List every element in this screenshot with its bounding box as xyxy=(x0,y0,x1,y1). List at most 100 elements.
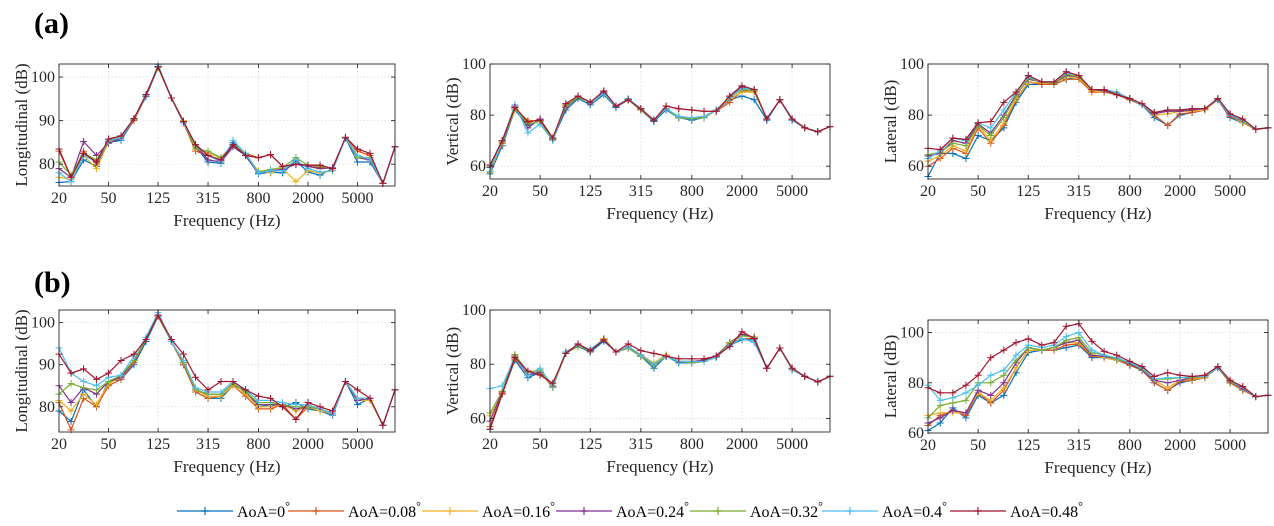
legend-marker xyxy=(714,507,722,515)
data-point xyxy=(1062,68,1070,76)
data-point xyxy=(1113,351,1121,359)
series-line xyxy=(489,91,831,173)
series-a-vertical-4 xyxy=(486,86,834,170)
series-line xyxy=(927,74,1269,157)
data-point xyxy=(1012,351,1020,359)
data-point xyxy=(1012,339,1020,347)
x-tick-label: 125 xyxy=(146,436,170,453)
x-tick-label: 50 xyxy=(532,436,548,453)
data-point xyxy=(354,386,362,394)
data-point xyxy=(179,356,187,364)
data-point xyxy=(117,132,125,140)
data-point xyxy=(1252,393,1260,401)
data-point xyxy=(776,344,784,352)
data-point xyxy=(354,152,362,159)
data-point xyxy=(1214,95,1222,102)
data-point xyxy=(788,364,796,372)
data-point xyxy=(637,347,645,355)
chart-b-lateral: 20 50 125 315 800 2000 5000 60 80 100 Frequency (H… xyxy=(881,319,1272,477)
chart-a-vertical: 20 50 125 315 800 2000 5000 60 80 100 Frequency (H… xyxy=(443,56,834,223)
legend-marker xyxy=(312,507,320,515)
data-point xyxy=(1038,78,1046,86)
x-tick-label: 20 xyxy=(920,437,936,454)
x-axis-label: Frequency (Hz) xyxy=(1044,458,1151,477)
series-line xyxy=(58,311,396,427)
legend-item-0: AoA=0° xyxy=(177,499,290,521)
data-point xyxy=(586,347,594,355)
data-point xyxy=(366,394,374,402)
data-point xyxy=(105,369,113,377)
series-a-lateral-5 xyxy=(924,69,1272,163)
data-point xyxy=(700,355,708,363)
data-point xyxy=(130,114,138,122)
data-point xyxy=(167,94,175,102)
data-point xyxy=(974,132,982,140)
y-axis-label: Longitudinal (dB) xyxy=(12,63,31,186)
series-b-vertical-2 xyxy=(486,332,834,420)
series-a-longitudinal-4 xyxy=(55,63,399,187)
y-axis-label: Lateral (dB) xyxy=(881,335,900,419)
y-tick-label: 100 xyxy=(900,56,924,73)
data-point xyxy=(574,92,582,100)
data-point xyxy=(949,389,957,397)
data-point xyxy=(700,107,708,115)
data-point xyxy=(254,169,262,177)
data-point xyxy=(92,382,100,390)
data-point xyxy=(624,340,632,348)
data-point xyxy=(712,107,720,115)
y-tick-label: 100 xyxy=(462,56,486,73)
x-tick-label: 800 xyxy=(1118,183,1142,200)
data-point xyxy=(688,114,696,122)
data-point xyxy=(962,135,970,143)
data-point xyxy=(801,124,809,132)
data-point xyxy=(987,371,995,379)
data-point xyxy=(1201,105,1209,113)
legend-label: AoA=0.4° xyxy=(882,499,947,521)
data-point xyxy=(1000,114,1008,122)
data-point xyxy=(329,407,337,415)
legend: AoA=0° AoA=0.08° AoA=0.16° AoA=0.24° AoA=0.3… xyxy=(172,496,1102,524)
series-a-vertical-6 xyxy=(486,82,834,169)
data-point xyxy=(726,92,734,100)
data-point xyxy=(1024,335,1032,343)
x-tick-label: 800 xyxy=(1118,437,1142,454)
series-b-longitudinal-2 xyxy=(55,311,399,429)
legend-marker xyxy=(201,507,209,515)
data-point xyxy=(229,141,237,149)
data-point xyxy=(1024,72,1032,79)
data-point xyxy=(192,384,200,392)
data-point xyxy=(974,371,982,379)
x-axis-label: Frequency (Hz) xyxy=(1044,204,1151,223)
degree-symbol: ° xyxy=(1078,499,1083,513)
data-point xyxy=(366,149,374,157)
data-point xyxy=(142,91,150,98)
y-tick-label: 60 xyxy=(470,410,486,427)
series-a-lateral-2 xyxy=(924,73,1272,165)
series-line xyxy=(489,335,831,414)
series-line xyxy=(489,339,831,430)
legend-marker xyxy=(974,507,982,515)
data-point xyxy=(962,409,970,417)
legend-label: AoA=0° xyxy=(237,499,290,521)
series-b-vertical-3 xyxy=(486,330,834,425)
data-point xyxy=(80,149,88,157)
data-point xyxy=(763,115,771,123)
data-point xyxy=(1113,91,1121,99)
y-axis-label: Vertical (dB) xyxy=(443,327,462,415)
series-b-longitudinal-4 xyxy=(55,311,399,429)
data-point xyxy=(1000,98,1008,106)
legend-item-4: AoA=0.32° xyxy=(690,499,823,521)
y-axis-label: Longitudinal (dB) xyxy=(12,309,31,432)
x-tick-label: 800 xyxy=(246,436,270,453)
series-b-lateral-3 xyxy=(924,336,1272,427)
data-point xyxy=(549,134,557,142)
data-point xyxy=(1000,366,1008,374)
data-point xyxy=(524,129,532,137)
data-point xyxy=(92,158,100,166)
data-point xyxy=(511,103,519,111)
series-a-vertical-1 xyxy=(486,87,834,175)
data-point xyxy=(67,399,75,407)
x-tick-label: 50 xyxy=(101,190,117,207)
x-tick-label: 20 xyxy=(51,190,67,207)
x-tick-label: 2000 xyxy=(726,183,758,200)
